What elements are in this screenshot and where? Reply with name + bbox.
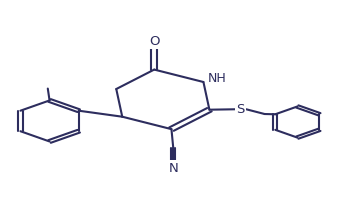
Text: NH: NH (207, 72, 226, 85)
Text: N: N (169, 162, 178, 175)
Text: S: S (236, 103, 245, 116)
Text: O: O (149, 35, 160, 48)
